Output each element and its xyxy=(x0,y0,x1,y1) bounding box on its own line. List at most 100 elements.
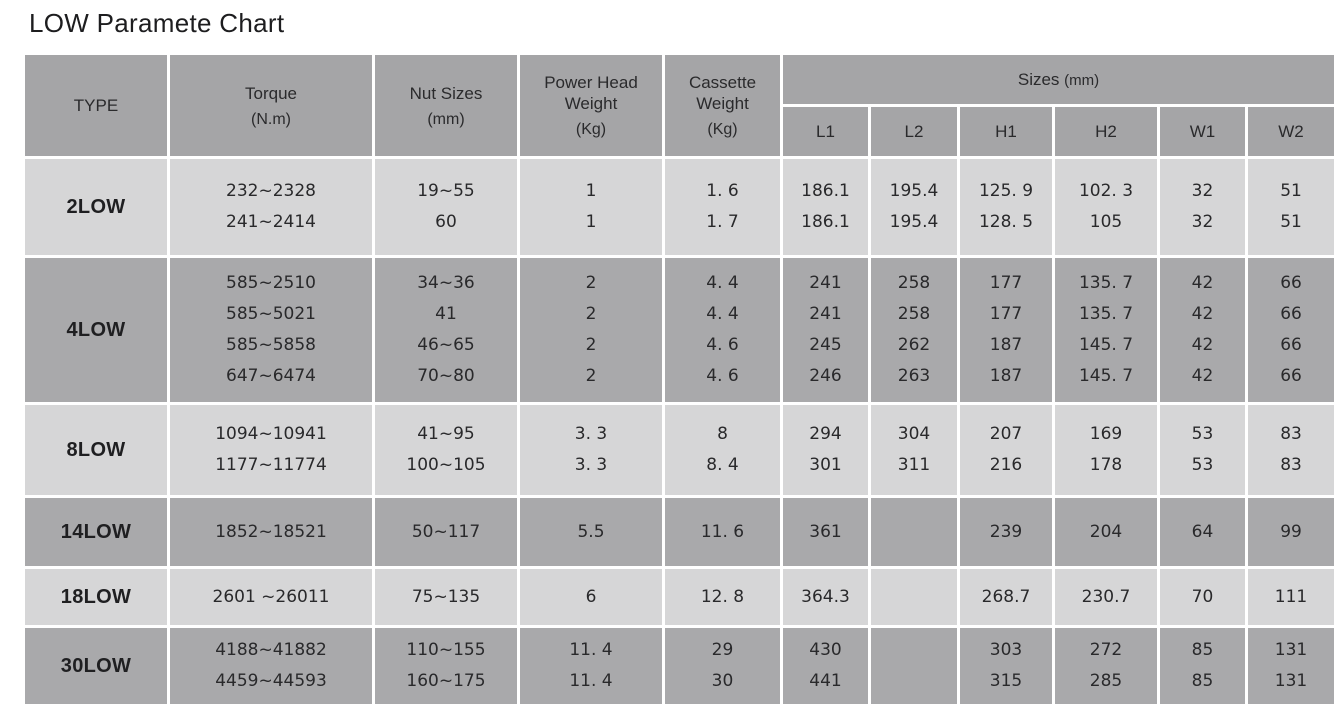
cell-value: 75~135 xyxy=(411,586,481,607)
cell-2low-w1: 32 32 xyxy=(1160,159,1245,255)
cell-30low-w1: 85 85 xyxy=(1160,628,1245,704)
cell-value: 135. 7 xyxy=(1078,304,1134,324)
cell-value: 2 xyxy=(585,304,597,324)
cell-value: 177 xyxy=(989,304,1023,324)
cell-value: 53 xyxy=(1191,424,1214,444)
cell-4low-nut-sizes: 34~36 41 46~65 70~80 xyxy=(375,258,517,402)
cell-value: 131 xyxy=(1274,671,1308,691)
cell-8low-w2: 83 83 xyxy=(1248,405,1334,495)
cell-value: 51 xyxy=(1280,181,1302,201)
cell-8low-l2: 304 311 xyxy=(871,405,957,495)
cell-30low-l1: 430 441 xyxy=(783,628,868,704)
cell-value: 42 xyxy=(1191,366,1214,386)
cell-value: 19~55 xyxy=(417,181,475,201)
cell-value: 2 xyxy=(585,273,597,293)
cell-value: 3. 3 xyxy=(574,455,608,475)
cell-value: 4. 6 xyxy=(706,335,739,355)
cell-value: 66 xyxy=(1280,304,1302,324)
cell-value: 258 xyxy=(897,304,931,324)
cell-value: 186.1 xyxy=(801,181,850,201)
cell-value: 12. 8 xyxy=(700,586,745,607)
cell-18low-cassette-weight: 12. 8 xyxy=(665,569,780,625)
cell-2low-nut-sizes: 19~55 60 xyxy=(375,159,517,255)
cell-value: 66 xyxy=(1280,335,1302,355)
cell-value: 42 xyxy=(1191,335,1214,355)
cell-value: 311 xyxy=(897,455,931,475)
cell-18low-nut-sizes: 75~135 xyxy=(375,569,517,625)
cell-value: 1177~11774 xyxy=(215,455,327,475)
cell-14low-l2 xyxy=(871,498,957,566)
cell-2low-w2: 51 51 xyxy=(1248,159,1334,255)
column-header-label: Torque xyxy=(245,83,297,103)
column-header-label: Nut Sizes xyxy=(409,83,483,103)
cell-value: 230.7 xyxy=(1081,586,1131,607)
cell-value: 32 xyxy=(1191,181,1214,201)
cell-value: 304 xyxy=(897,424,931,444)
cell-value: 4. 6 xyxy=(706,366,739,386)
cell-value: 585~5858 xyxy=(226,335,316,355)
cell-value: 268.7 xyxy=(981,586,1031,607)
cell-value: 195.4 xyxy=(889,181,939,201)
row-label-18low: 18LOW xyxy=(25,569,167,625)
cell-value: 241 xyxy=(809,304,842,324)
row-label-14low: 14LOW xyxy=(25,498,167,566)
cell-2low-h1: 125. 9 128. 5 xyxy=(960,159,1052,255)
cell-value: 285 xyxy=(1089,671,1123,691)
cell-value: 4. 4 xyxy=(706,304,739,324)
cell-value: 441 xyxy=(809,671,842,691)
table-row-4low: 4LOW 585~2510 585~5021 585~5858 647~6474 34~3… xyxy=(25,258,1334,402)
column-header-label: Cassette Weight xyxy=(688,73,757,113)
column-header-cassette-weight: Cassette Weight (Kg) xyxy=(665,55,780,156)
cell-4low-power-head-weight: 2 2 2 2 xyxy=(520,258,662,402)
cell-value: 41 xyxy=(435,304,457,324)
cell-value: 11. 6 xyxy=(700,521,745,542)
cell-value: 125. 9 xyxy=(978,181,1034,201)
cell-18low-power-head-weight: 6 xyxy=(520,569,662,625)
cell-8low-torque: 1094~10941 1177~11774 xyxy=(170,405,372,495)
cell-4low-l1: 241 241 245 246 xyxy=(783,258,868,402)
cell-value: 70~80 xyxy=(417,366,475,386)
cell-value: 66 xyxy=(1280,273,1302,293)
cell-value: 85 xyxy=(1191,671,1214,691)
parameter-table: TYPE Torque (N.m) Nut Sizes (mm) Power Head W… xyxy=(22,52,1334,707)
row-label-2low: 2LOW xyxy=(25,159,167,255)
cell-value: 1852~18521 xyxy=(215,521,327,542)
cell-value: 303 xyxy=(989,640,1023,660)
cell-value: 42 xyxy=(1191,304,1214,324)
cell-value: 50~117 xyxy=(411,521,481,542)
cell-value: 46~65 xyxy=(417,335,475,355)
cell-value: 51 xyxy=(1280,212,1302,232)
cell-value: 647~6474 xyxy=(226,366,316,386)
cell-value: 11. 4 xyxy=(569,640,613,660)
cell-4low-w1: 42 42 42 42 xyxy=(1160,258,1245,402)
cell-value: 83 xyxy=(1280,455,1302,475)
cell-value: 42 xyxy=(1191,273,1214,293)
row-label-8low: 8LOW xyxy=(25,405,167,495)
cell-value: 111 xyxy=(1274,586,1308,607)
column-header-unit: (mm) xyxy=(427,110,465,128)
cell-14low-w1: 64 xyxy=(1160,498,1245,566)
cell-value: 239 xyxy=(989,521,1023,542)
cell-value: 11. 4 xyxy=(569,671,613,691)
cell-value: 245 xyxy=(809,335,842,355)
cell-30low-h1: 303 315 xyxy=(960,628,1052,704)
cell-8low-l1: 294 301 xyxy=(783,405,868,495)
cell-value: 8 xyxy=(717,424,728,444)
cell-2low-h2: 102. 3 105 xyxy=(1055,159,1157,255)
cell-value: 5.5 xyxy=(577,521,605,542)
cell-value: 258 xyxy=(897,273,931,293)
table-row-30low: 30LOW 4188~41882 4459~44593 110~155 160~175 1… xyxy=(25,628,1334,704)
column-header-sizes-group: Sizes (mm) xyxy=(783,55,1334,104)
cell-4low-w2: 66 66 66 66 xyxy=(1248,258,1334,402)
cell-value: 34~36 xyxy=(417,273,475,293)
column-header-w2: W2 xyxy=(1248,107,1334,156)
column-header-nut-sizes: Nut Sizes (mm) xyxy=(375,55,517,156)
cell-value: 3. 3 xyxy=(574,424,608,444)
cell-14low-power-head-weight: 5.5 xyxy=(520,498,662,566)
cell-4low-h1: 177 177 187 187 xyxy=(960,258,1052,402)
column-header-torque: Torque (N.m) xyxy=(170,55,372,156)
cell-30low-l2 xyxy=(871,628,957,704)
cell-18low-h2: 230.7 xyxy=(1055,569,1157,625)
cell-value: 361 xyxy=(809,521,842,542)
